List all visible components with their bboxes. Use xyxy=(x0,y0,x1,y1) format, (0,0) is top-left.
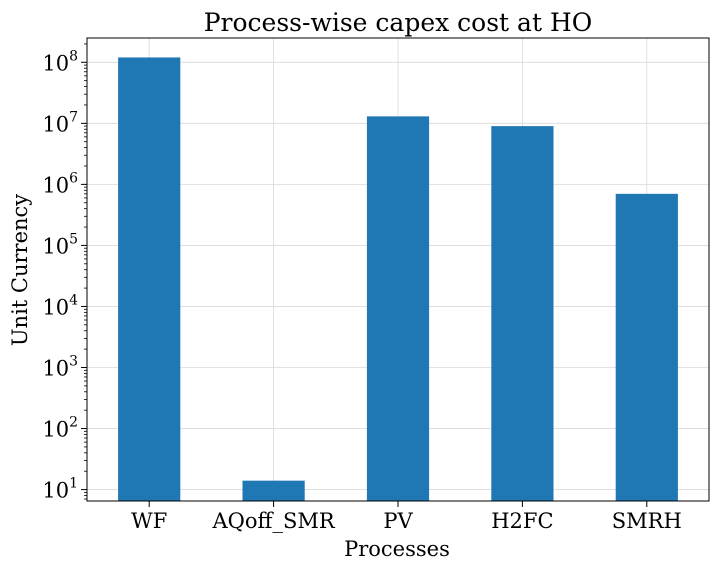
y-tick-label: 106 xyxy=(42,170,78,197)
x-tick-label: SMRH xyxy=(612,509,682,533)
x-tick-label: H2FC xyxy=(491,509,553,533)
y-axis-label: Unit Currency xyxy=(8,194,32,346)
bars xyxy=(118,57,678,502)
y-tick-label: 103 xyxy=(42,353,78,380)
bar-aqoff-smr xyxy=(242,480,305,501)
y-tick-label: 104 xyxy=(42,292,78,319)
y-tick-label: 108 xyxy=(42,48,78,75)
x-axis-ticks: WF AQoff_SMR PV H2FC SMRH xyxy=(131,501,682,533)
bar-h2fc xyxy=(491,126,554,502)
bar-wf xyxy=(118,57,181,501)
y-axis-ticks: 101 102 103 104 105 106 107 108 xyxy=(42,43,87,503)
x-tick-label: AQoff_SMR xyxy=(212,509,336,533)
x-axis-label: Processes xyxy=(344,537,450,561)
chart-title: Process-wise capex cost at HO xyxy=(204,8,593,37)
y-tick-label: 105 xyxy=(42,231,78,258)
bar-smrh xyxy=(615,193,678,501)
y-tick-label: 101 xyxy=(42,476,78,503)
y-tick-label: 107 xyxy=(42,109,78,136)
x-tick-label: PV xyxy=(383,509,413,533)
bar-pv xyxy=(366,116,430,502)
y-tick-label: 102 xyxy=(42,415,78,442)
x-tick-label: WF xyxy=(131,509,167,533)
